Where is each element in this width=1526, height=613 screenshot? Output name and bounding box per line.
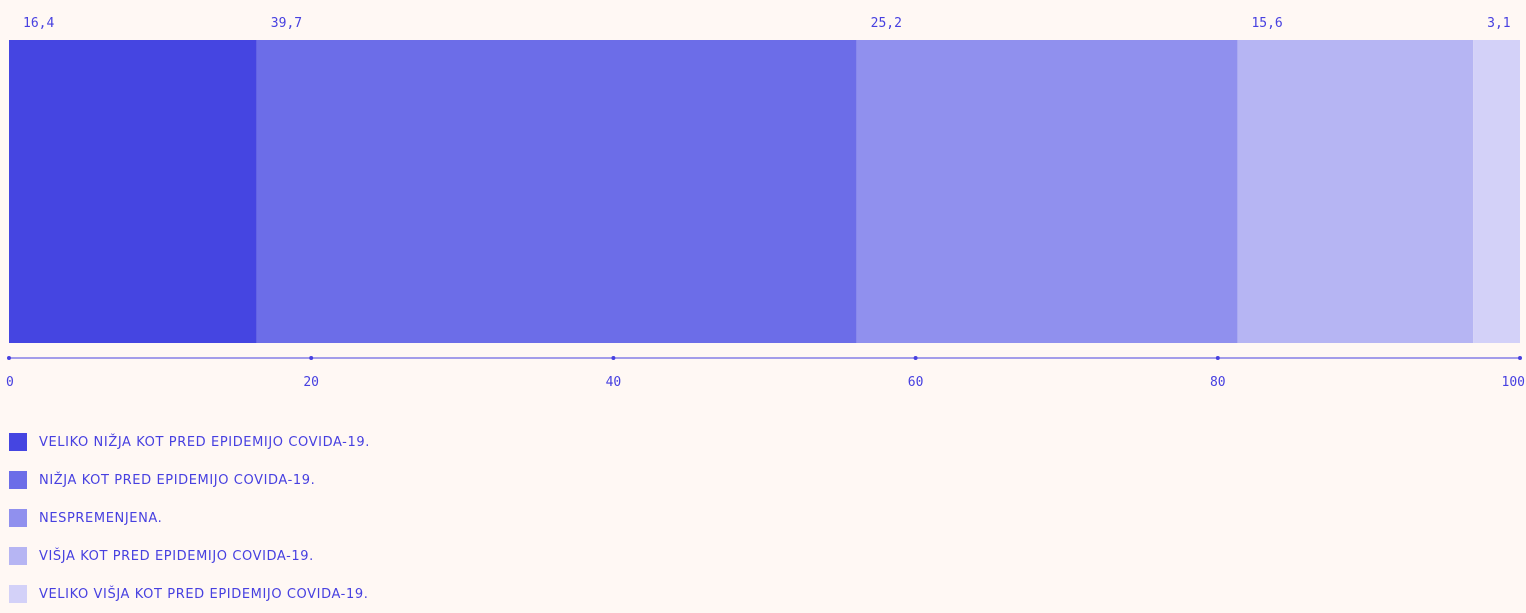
x-tick-dot-40 (611, 356, 616, 360)
legend-item-1: VELIKO NIŽJA KOT PRED EPIDEMIJO COVIDA-1… (9, 423, 370, 461)
x-tick-label-0: 0 (6, 375, 14, 390)
x-tick-label-60: 60 (908, 375, 924, 390)
legend-label: NESPREMENJENA. (39, 510, 163, 526)
x-tick-dot-20 (309, 356, 314, 360)
legend-label: VIŠJA KOT PRED EPIDEMIJO COVIDA-19. (39, 548, 314, 564)
legend-label: VELIKO NIŽJA KOT PRED EPIDEMIJO COVIDA-1… (39, 434, 370, 450)
value-label-5: 3,1 (1487, 16, 1510, 31)
legend-swatch (9, 585, 27, 603)
legend-item-3: NESPREMENJENA. (9, 499, 370, 537)
legend-swatch (9, 509, 27, 527)
x-tick-label-80: 80 (1210, 375, 1226, 390)
legend-item-2: NIŽJA KOT PRED EPIDEMIJO COVIDA-19. (9, 461, 370, 499)
bar-segment-3 (856, 40, 1238, 343)
x-tick-dot-80 (1215, 356, 1220, 360)
value-label-1: 16,4 (23, 16, 54, 31)
value-label-2: 39,7 (271, 16, 302, 31)
legend-item-4: VIŠJA KOT PRED EPIDEMIJO COVIDA-19. (9, 537, 370, 575)
legend-swatch (9, 547, 27, 565)
stacked-bar-chart: 16,4 39,7 25,2 15,6 3,1 0 20 40 60 80 100 (6, 16, 1525, 390)
legend: VELIKO NIŽJA KOT PRED EPIDEMIJO COVIDA-1… (9, 423, 370, 613)
legend-item-5: VELIKO VIŠJA KOT PRED EPIDEMIJO COVIDA-1… (9, 575, 370, 613)
x-tick-dot-100 (1518, 356, 1522, 360)
value-label-4: 15,6 (1251, 16, 1282, 31)
bar-segment-4 (1237, 40, 1474, 343)
legend-label: VELIKO VIŠJA KOT PRED EPIDEMIJO COVIDA-1… (39, 586, 369, 602)
x-tick-dot-60 (913, 356, 918, 360)
x-tick-label-40: 40 (606, 375, 622, 390)
legend-swatch (9, 471, 27, 489)
bar-segment-1 (9, 40, 257, 343)
bar-segment-5 (1473, 40, 1520, 343)
bar-segment-2 (256, 40, 857, 343)
x-tick-label-100: 100 (1502, 375, 1525, 390)
x-tick-dot-0 (7, 356, 11, 360)
legend-swatch (9, 433, 27, 451)
x-tick-label-20: 20 (303, 375, 319, 390)
value-label-3: 25,2 (871, 16, 902, 31)
legend-label: NIŽJA KOT PRED EPIDEMIJO COVIDA-19. (39, 472, 316, 488)
